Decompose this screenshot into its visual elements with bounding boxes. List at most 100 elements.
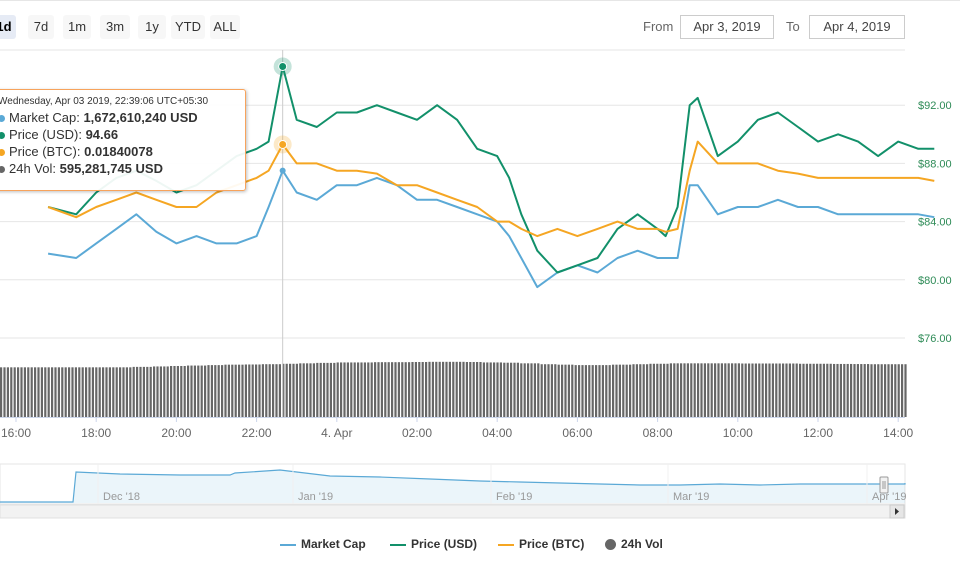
volume-bar [357,362,360,417]
volume-bar [6,367,9,417]
volume-bar [588,365,591,417]
tooltip-value: 595,281,745 USD [59,161,163,176]
volume-bar [703,363,706,417]
volume-bar [758,363,761,417]
volume-bar [894,364,897,417]
series-line-market-cap [47,169,935,289]
range-button-1d[interactable]: 1d [0,15,16,39]
volume-bar [207,365,210,417]
volume-bar [234,364,237,417]
volume-bar [414,362,417,417]
volume-bar [295,363,298,417]
volume-bar [149,366,152,417]
legend-label: Market Cap [301,537,366,551]
volume-bar [40,367,43,417]
volume-bar [173,365,176,417]
volume-bar [391,362,394,417]
volume-bar [469,362,472,417]
volume-bar [363,362,366,417]
range-button-1m[interactable]: 1m [63,15,91,39]
volume-bar [187,365,190,417]
volume-bar [792,363,795,417]
volume-bar [71,367,74,417]
volume-dot-icon [605,539,616,551]
volume-bar [856,364,859,417]
volume-bar [659,363,662,417]
volume-bar [853,364,856,417]
legend-item-market-cap[interactable]: Market Cap [280,536,366,552]
volume-bar [829,363,832,417]
volume-bar [418,362,421,417]
volume-bar [244,364,247,417]
range-button-ytd[interactable]: YTD [171,15,205,39]
volume-bar [540,364,543,417]
range-button-all[interactable]: ALL [210,15,240,39]
legend-item-price-btc[interactable]: Price (BTC) [498,536,584,552]
volume-bar [564,364,567,417]
volume-bar [544,364,547,417]
volume-bar [350,362,353,417]
legend-item-24h-vol[interactable]: 24h Vol [605,536,663,552]
volume-bar [805,363,808,417]
volume-bar [340,362,343,417]
volume-bar [557,364,560,417]
volume-bar [401,362,404,417]
volume-bar [523,363,526,417]
volume-bar [782,363,785,417]
volume-bar [210,365,213,417]
volume-bar [836,363,839,417]
tooltip-row-price-usd: Price (USD): 94.66 [0,126,245,143]
x-tick-label: 18:00 [81,426,111,440]
to-date-input[interactable]: Apr 4, 2019 [809,15,905,39]
volume-bar [591,365,594,417]
x-tick-label: 10:00 [723,426,753,440]
volume-bar [683,363,686,417]
x-tick-label: 08:00 [643,426,673,440]
volume-bar [775,363,778,417]
volume-bar [799,363,802,417]
volume-bar [887,364,890,417]
navigator-label: Apr '19 [872,491,907,503]
volume-bar [571,364,574,417]
volume-bar [10,367,13,417]
volume-bar [268,364,271,417]
volume-bar [476,362,479,417]
volume-bar [85,367,88,417]
volume-bar [445,361,448,417]
volume-bar [666,363,669,417]
volume-bar [374,362,377,417]
navigator-label: Feb '19 [496,491,532,503]
volume-bar [680,363,683,417]
volume-bar [843,363,846,417]
volume-bar [306,363,309,417]
volume-bar [37,367,40,417]
volume-bar [877,364,880,417]
range-button-3m[interactable]: 3m [100,15,130,39]
volume-bar [867,364,870,417]
tooltip-row-price-btc: Price (BTC): 0.01840078 [0,143,245,160]
x-tick-label: 16:00 [1,426,31,440]
volume-bar [448,361,451,417]
volume-bar [486,362,489,417]
volume-bar [54,367,57,417]
tooltip-header: Wednesday, Apr 03 2019, 22:39:06 UTC+05:… [0,96,209,107]
range-button-7d[interactable]: 7d [28,15,54,39]
volume-bar [459,361,462,417]
volume-bar [615,364,618,417]
volume-bar [200,365,203,417]
legend-label: 24h Vol [621,537,663,551]
volume-bar [574,365,577,417]
range-button-1y[interactable]: 1y [138,15,166,39]
volume-bar [649,363,652,417]
volume-bar [714,363,717,417]
volume-bar [170,365,173,417]
volume-bar [598,365,601,417]
volume-bar [863,364,866,417]
volume-bar [493,362,496,417]
from-date-input[interactable]: Apr 3, 2019 [680,15,774,39]
volume-bar [108,367,111,417]
volume-bar [17,367,20,417]
volume-bar [618,364,621,417]
volume-bar [503,362,506,417]
legend-item-price-usd[interactable]: Price (USD) [390,536,477,552]
